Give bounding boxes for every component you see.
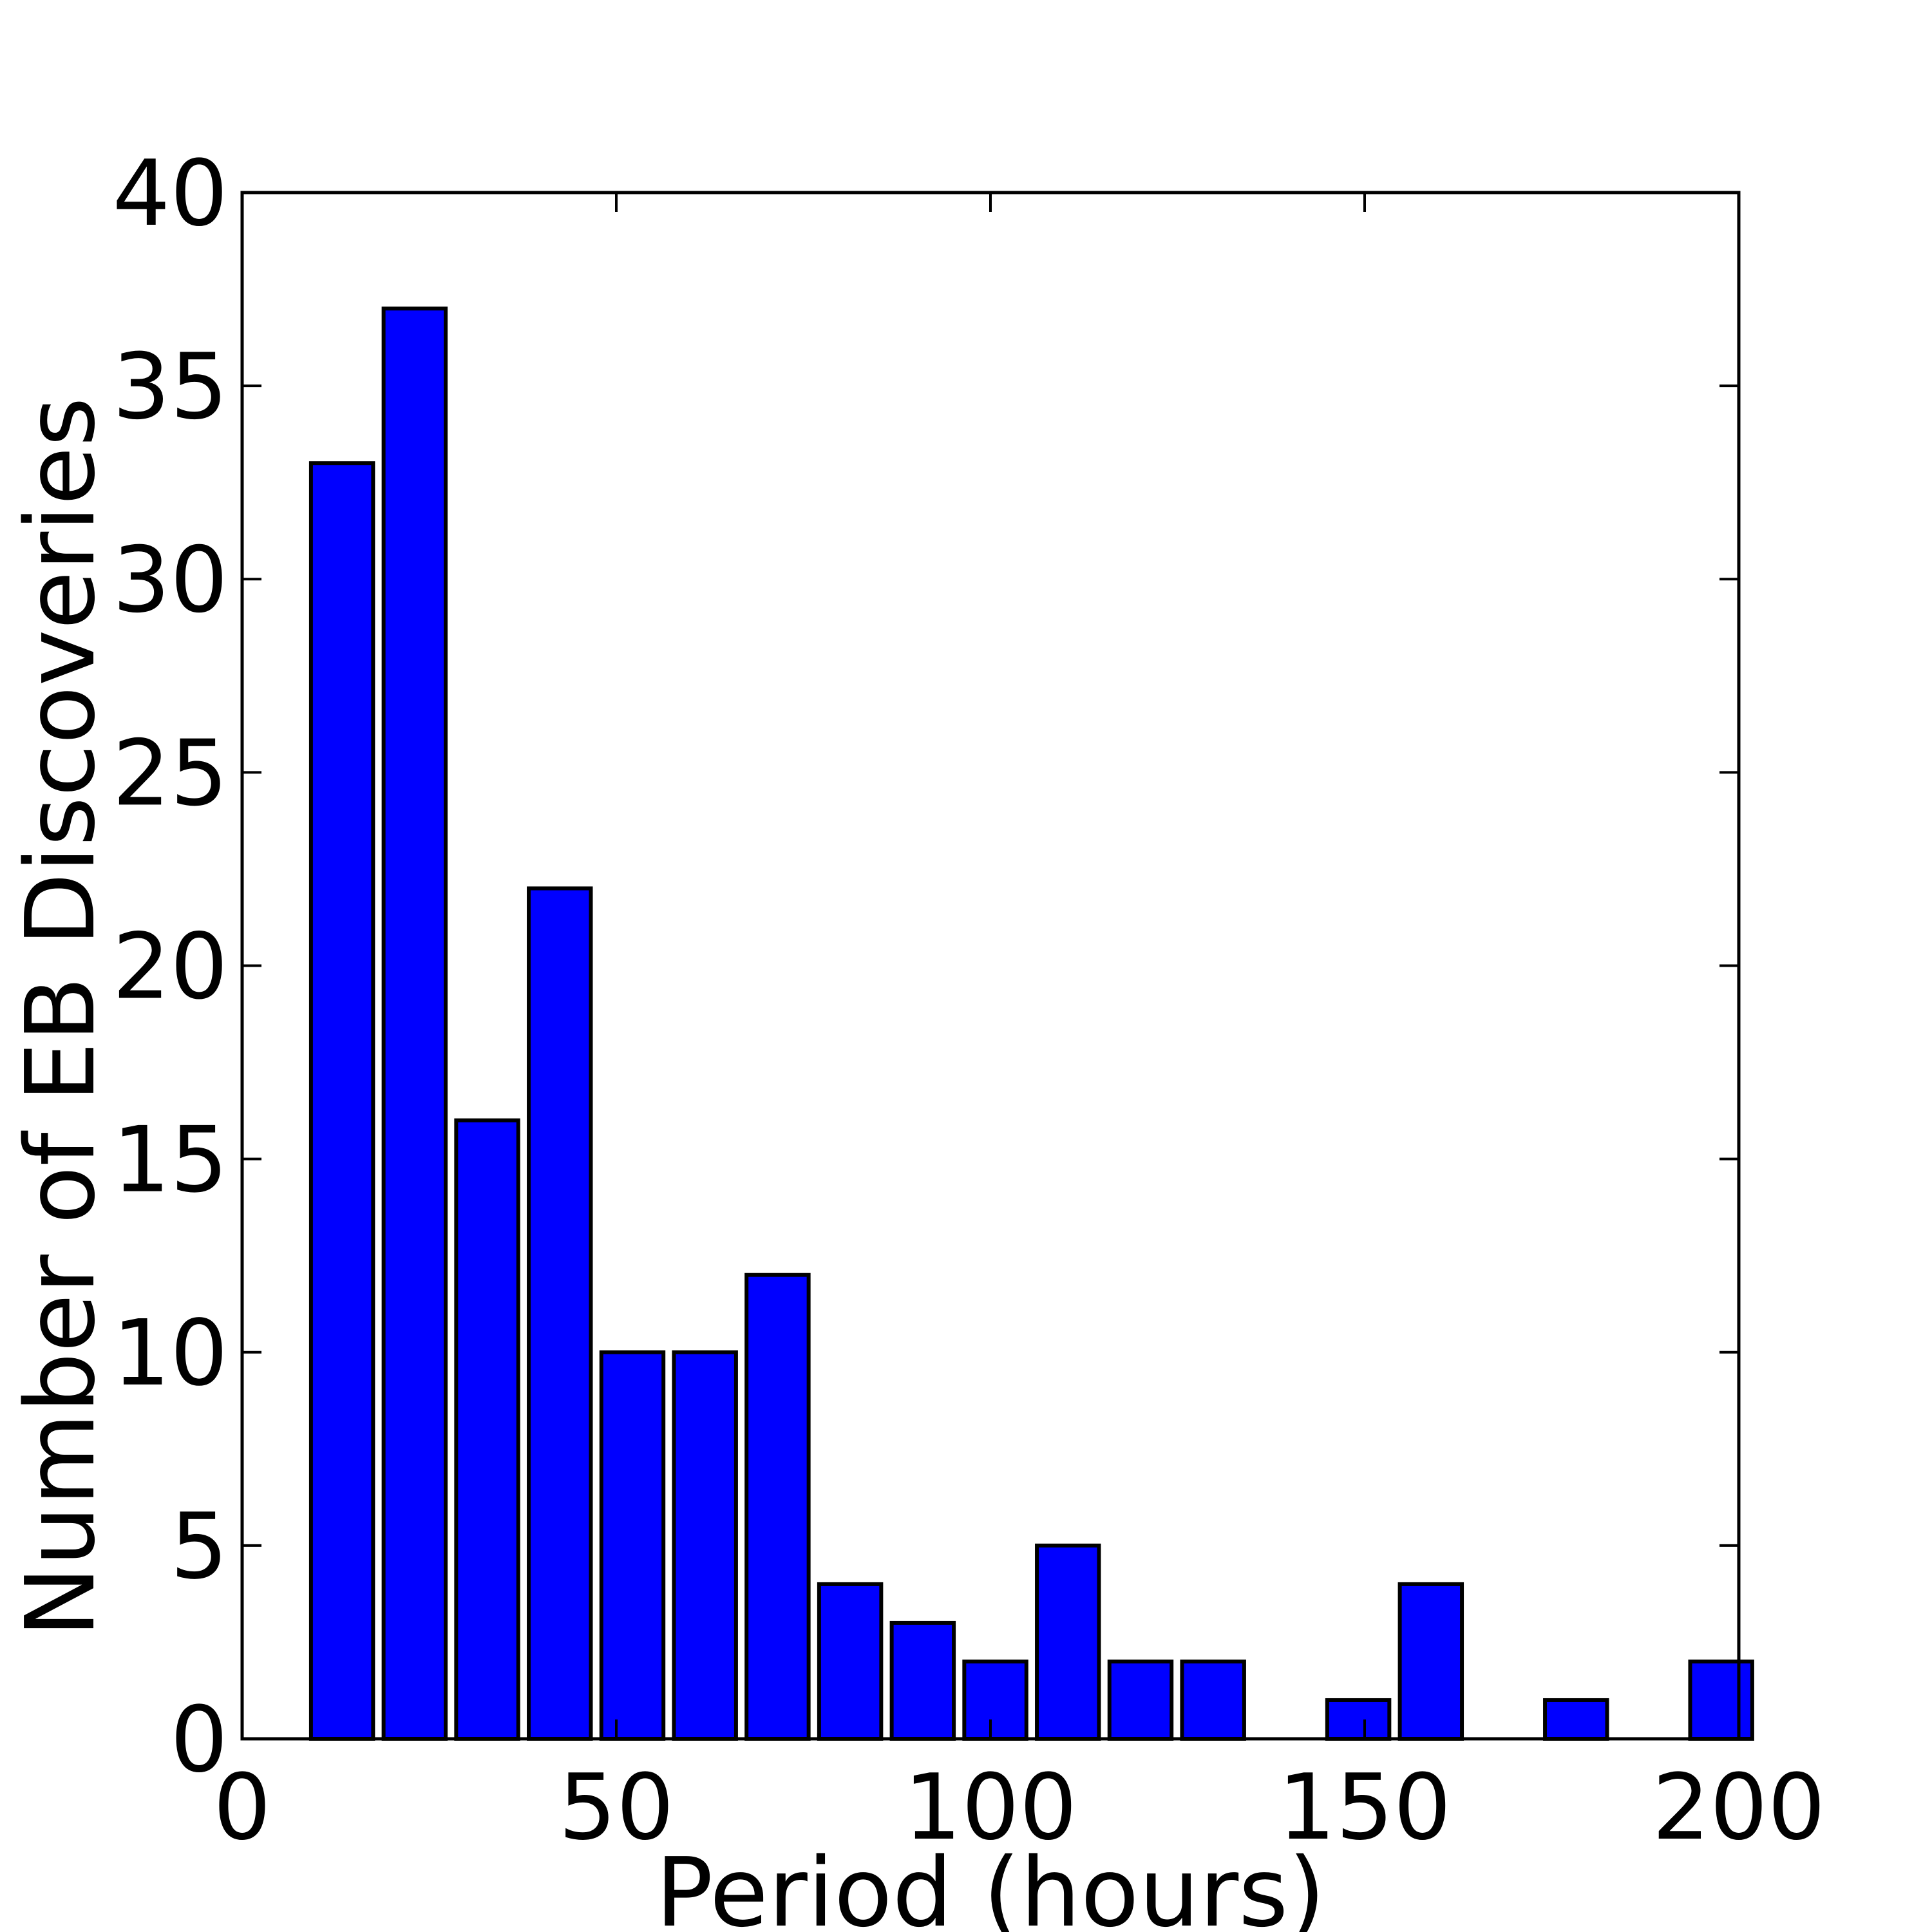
x-axis-label: Period (hours) (656, 1837, 1325, 1932)
histogram-bar (527, 886, 593, 1741)
histogram-bar (1397, 1582, 1464, 1741)
x-tick-label: 200 (1652, 1755, 1825, 1861)
histogram-bar (308, 461, 375, 1741)
histogram-bar (1107, 1659, 1174, 1741)
x-tick-label: 50 (558, 1755, 674, 1861)
histogram-bar (599, 1350, 666, 1741)
plot-frame (240, 191, 1741, 1741)
y-tick-label: 35 (113, 334, 228, 440)
y-tick-label: 15 (113, 1108, 228, 1213)
y-axis-label: Number of EB Discoveries (5, 397, 116, 1637)
histogram-bar (1543, 1698, 1609, 1741)
y-tick-label: 20 (113, 914, 228, 1020)
y-tick-label: 25 (113, 721, 228, 826)
x-tick-label: 0 (213, 1755, 271, 1861)
histogram-bar (1035, 1543, 1101, 1741)
histogram-bar (1325, 1698, 1392, 1741)
histogram-bar (962, 1659, 1028, 1741)
histogram-bar (1688, 1659, 1754, 1741)
x-tick-label: 100 (904, 1755, 1077, 1861)
x-tick-label: 150 (1278, 1755, 1451, 1861)
y-tick-label: 10 (113, 1301, 228, 1406)
histogram-bar (454, 1118, 520, 1741)
y-tick-label: 0 (170, 1687, 228, 1793)
y-tick-label: 5 (170, 1494, 228, 1600)
histogram-bar (1180, 1659, 1246, 1741)
y-tick-label: 40 (113, 141, 228, 247)
histogram-bar (672, 1350, 738, 1741)
bars-layer (308, 307, 1754, 1741)
histogram-bar (744, 1273, 811, 1741)
histogram-bar (889, 1620, 956, 1741)
histogram-bar (817, 1582, 884, 1741)
histogram-bar (381, 307, 448, 1741)
y-tick-label: 30 (113, 527, 228, 633)
tick-labels-layer: 0 50 100 150 200 0 5 10 15 20 25 30 35 40 (113, 141, 1826, 1861)
